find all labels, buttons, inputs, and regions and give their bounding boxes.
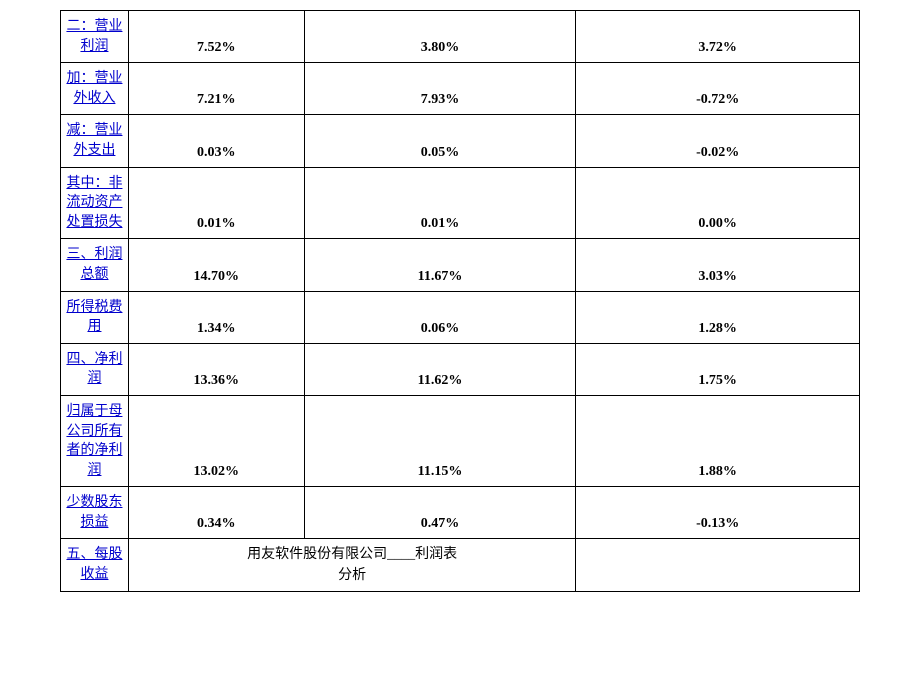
footer-text: 用友软件股份有限公司____利润表 分析 xyxy=(247,544,457,586)
value-cell: 0.47% xyxy=(304,487,576,539)
row-label-cell: 五、每股收益 xyxy=(61,539,129,591)
value-cell: 3.72% xyxy=(576,11,860,63)
value-cell: 1.34% xyxy=(128,291,304,343)
row-label-link[interactable]: 五、每股收益 xyxy=(65,545,124,584)
value-cell: 0.06% xyxy=(304,291,576,343)
value-cell: 11.15% xyxy=(304,395,576,486)
row-label-cell: 所得税费用 xyxy=(61,291,129,343)
row-label-cell: 减：营业外支出 xyxy=(61,115,129,167)
row-label-cell: 加：营业外收入 xyxy=(61,63,129,115)
footer-line2: 分析 xyxy=(338,568,366,583)
value-cell: 7.93% xyxy=(304,63,576,115)
value-cell: 0.01% xyxy=(304,167,576,239)
value-cell: 0.05% xyxy=(304,115,576,167)
table-row: 加：营业外收入 7.21% 7.93% -0.72% xyxy=(61,63,860,115)
footer-line1: 用友软件股份有限公司____利润表 xyxy=(247,547,457,562)
row-label-cell: 归属于母公司所有者的净利润 xyxy=(61,395,129,486)
value-cell: 7.52% xyxy=(128,11,304,63)
value-cell: -0.13% xyxy=(576,487,860,539)
row-label-link[interactable]: 减：营业外支出 xyxy=(65,121,124,160)
row-label-cell: 少数股东损益 xyxy=(61,487,129,539)
table-body: 二：营业利润 7.52% 3.80% 3.72% 加：营业外收入 7.21% 7… xyxy=(61,11,860,592)
value-cell: 3.03% xyxy=(576,239,860,291)
table-row: 三、利润总额 14.70% 11.67% 3.03% xyxy=(61,239,860,291)
value-cell: 13.36% xyxy=(128,343,304,395)
value-cell: -0.02% xyxy=(576,115,860,167)
financial-table: 二：营业利润 7.52% 3.80% 3.72% 加：营业外收入 7.21% 7… xyxy=(60,10,860,592)
value-cell: 0.03% xyxy=(128,115,304,167)
table-footer-row: 五、每股收益 用友软件股份有限公司____利润表 分析 xyxy=(61,539,860,591)
value-cell: 1.88% xyxy=(576,395,860,486)
value-cell: 11.67% xyxy=(304,239,576,291)
table-row: 四、净利润 13.36% 11.62% 1.75% xyxy=(61,343,860,395)
value-cell: 14.70% xyxy=(128,239,304,291)
row-label-link[interactable]: 归属于母公司所有者的净利润 xyxy=(65,402,124,480)
table-row: 归属于母公司所有者的净利润 13.02% 11.15% 1.88% xyxy=(61,395,860,486)
row-label-link[interactable]: 三、利润总额 xyxy=(65,245,124,284)
table-row: 减：营业外支出 0.03% 0.05% -0.02% xyxy=(61,115,860,167)
table-row: 所得税费用 1.34% 0.06% 1.28% xyxy=(61,291,860,343)
table-row: 少数股东损益 0.34% 0.47% -0.13% xyxy=(61,487,860,539)
row-label-cell: 其中：非流动资产处置损失 xyxy=(61,167,129,239)
empty-cell xyxy=(576,539,860,591)
row-label-link[interactable]: 其中：非流动资产处置损失 xyxy=(65,174,124,233)
row-label-cell: 四、净利润 xyxy=(61,343,129,395)
row-label-link[interactable]: 加：营业外收入 xyxy=(65,69,124,108)
row-label-link[interactable]: 二：营业利润 xyxy=(65,17,124,56)
value-cell: 0.00% xyxy=(576,167,860,239)
value-cell: 0.01% xyxy=(128,167,304,239)
row-label-link[interactable]: 所得税费用 xyxy=(65,298,124,337)
value-cell: 11.62% xyxy=(304,343,576,395)
row-label-cell: 三、利润总额 xyxy=(61,239,129,291)
table-row: 二：营业利润 7.52% 3.80% 3.72% xyxy=(61,11,860,63)
value-cell: 13.02% xyxy=(128,395,304,486)
row-label-cell: 二：营业利润 xyxy=(61,11,129,63)
table-row: 其中：非流动资产处置损失 0.01% 0.01% 0.00% xyxy=(61,167,860,239)
value-cell: 1.75% xyxy=(576,343,860,395)
value-cell: 0.34% xyxy=(128,487,304,539)
row-label-link[interactable]: 四、净利润 xyxy=(65,350,124,389)
value-cell: 7.21% xyxy=(128,63,304,115)
value-cell: 1.28% xyxy=(576,291,860,343)
value-cell: -0.72% xyxy=(576,63,860,115)
value-cell: 3.80% xyxy=(304,11,576,63)
row-label-link[interactable]: 少数股东损益 xyxy=(65,493,124,532)
footer-text-cell: 用友软件股份有限公司____利润表 分析 xyxy=(128,539,575,591)
